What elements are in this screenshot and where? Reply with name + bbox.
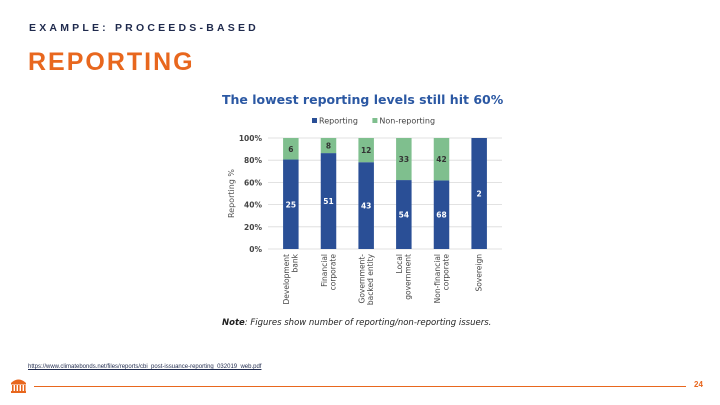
legend-label-1: Non-reporting — [379, 117, 435, 126]
y-tick-label: 60% — [244, 178, 262, 187]
bar-reporting — [396, 180, 412, 249]
slide-title: REPORTING — [28, 48, 195, 76]
bar-non-reporting — [396, 138, 412, 181]
page-number: 24 — [694, 380, 703, 389]
chart-bars: 25 6 51 8 43 12 54 33 68 42 2 — [283, 138, 487, 249]
x-tick-label: Development bank — [282, 253, 300, 304]
x-tick-label: Financial corporate — [320, 254, 338, 291]
y-tick-label: 40% — [244, 201, 262, 210]
bar-non-reporting — [283, 138, 299, 160]
y-tick-label: 100% — [239, 134, 263, 143]
bar-data-label: 42 — [436, 155, 446, 164]
x-tick-line: government — [404, 254, 413, 300]
bar-data-label: 8 — [326, 142, 331, 151]
bar-data-label: 2 — [477, 190, 482, 199]
bar-data-label: 43 — [361, 202, 371, 211]
legend-swatch-0 — [312, 118, 317, 123]
bar-reporting — [433, 180, 450, 249]
x-tick-line: Non-financial — [433, 254, 442, 303]
x-tick-label: Government-backed entity — [357, 253, 375, 305]
x-tick-line: Financial — [320, 254, 329, 287]
bar-reporting — [358, 162, 374, 249]
x-tick-label: Local government — [395, 254, 413, 300]
source-link[interactable]: https://www.climatebonds.net/files/repor… — [28, 364, 262, 370]
note-text: : Figures show number of reporting/non-r… — [244, 318, 492, 328]
y-tick-label: 80% — [244, 156, 262, 165]
rotunda-logo-icon — [11, 379, 26, 393]
x-tick-label: Sovereign — [475, 254, 484, 292]
bar-data-label: 51 — [323, 197, 333, 206]
x-tick-label: Non-financial corporate — [433, 254, 451, 304]
footer-divider — [34, 386, 686, 387]
x-tick-line: Government- — [357, 254, 366, 304]
bar-data-label: 33 — [399, 155, 409, 164]
y-tick-label: 20% — [244, 223, 262, 232]
note-label: Note — [222, 318, 245, 328]
bar-non-reporting — [320, 138, 337, 154]
bar-data-label: 54 — [399, 211, 409, 220]
x-tick-line: Local — [395, 254, 404, 273]
slide-kicker: EXAMPLE: PROCEEDS-BASED — [29, 22, 259, 34]
bar-reporting — [320, 153, 337, 249]
bar-data-label: 6 — [288, 145, 293, 154]
bar-non-reporting — [433, 138, 450, 181]
y-axis-label: Reporting % — [227, 169, 236, 218]
x-tick-line: corporate — [441, 254, 450, 291]
y-tick-label: 0% — [249, 245, 262, 254]
bar-reporting — [283, 159, 299, 249]
x-tick-line: backed entity — [366, 253, 375, 305]
chart-gridlines — [268, 137, 502, 250]
legend-swatch-1 — [372, 118, 378, 123]
y-axis-ticks: 0% 20% 40% 60% 80% 100% — [239, 134, 263, 254]
chart-legend: Reporting Non-reporting — [312, 117, 435, 126]
x-tick-line: Development — [282, 254, 291, 305]
x-tick-line: corporate — [328, 254, 337, 291]
x-tick-line: Sovereign — [475, 254, 484, 292]
x-axis-ticks: Development bank Financial corporate Governm… — [282, 253, 484, 305]
stacked-bar-chart: Reporting Non-reporting 0% 20% 40% 60% 80% 100… — [227, 117, 502, 305]
bar-data-label: 25 — [286, 200, 296, 209]
chart-title: The lowest reporting levels still hit 60… — [222, 92, 504, 107]
bar-data-label: 68 — [436, 211, 446, 220]
bar-non-reporting — [358, 138, 374, 163]
bar-reporting — [471, 138, 487, 249]
chart-note: Note: Figures show number of reporting/n… — [222, 318, 491, 328]
x-tick-line: bank — [291, 253, 300, 272]
bar-data-label: 12 — [361, 146, 371, 155]
legend-label-0: Reporting — [319, 117, 358, 126]
